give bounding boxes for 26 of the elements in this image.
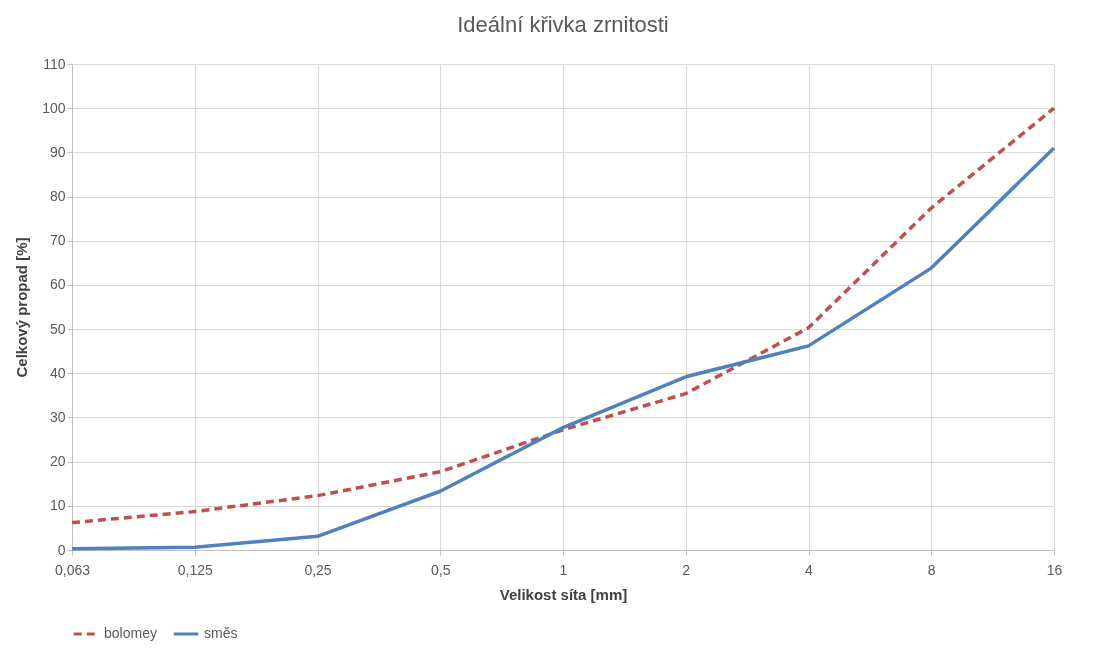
x-tick-label: 0,25 bbox=[304, 561, 332, 578]
x-tick-label: 0,125 bbox=[177, 561, 213, 578]
y-tick-label: 100 bbox=[42, 99, 66, 116]
y-tick-label: 80 bbox=[49, 188, 66, 205]
y-tick-label: 40 bbox=[49, 364, 66, 381]
y-axis-title: Celkový propad [%] bbox=[13, 237, 31, 378]
x-tick-label: 8 bbox=[927, 561, 936, 578]
y-tick-label: 60 bbox=[49, 276, 66, 293]
y-tick-label: 0 bbox=[57, 541, 66, 558]
x-tick-label: 0,063 bbox=[54, 561, 91, 578]
y-tick-label: 90 bbox=[49, 143, 66, 160]
y-tick-label: 110 bbox=[43, 55, 66, 72]
x-axis-title: Velikost síta [mm] bbox=[499, 585, 628, 603]
y-tick-label: 10 bbox=[49, 497, 66, 514]
y-tick-label: 30 bbox=[49, 408, 66, 425]
legend-label: bolomey bbox=[104, 625, 157, 641]
legend-label: směs bbox=[204, 625, 238, 641]
x-tick-label: 1 bbox=[559, 561, 568, 578]
x-tick-label: 2 bbox=[682, 561, 691, 578]
y-tick-label: 20 bbox=[49, 453, 66, 470]
x-tick-label: 0,5 bbox=[431, 561, 451, 578]
chart-title: Ideální křivka zrnitosti bbox=[457, 12, 669, 37]
y-tick-label: 70 bbox=[49, 232, 66, 249]
x-tick-label: 16 bbox=[1046, 561, 1063, 578]
y-tick-label: 50 bbox=[49, 320, 66, 337]
x-tick-label: 4 bbox=[805, 561, 814, 578]
